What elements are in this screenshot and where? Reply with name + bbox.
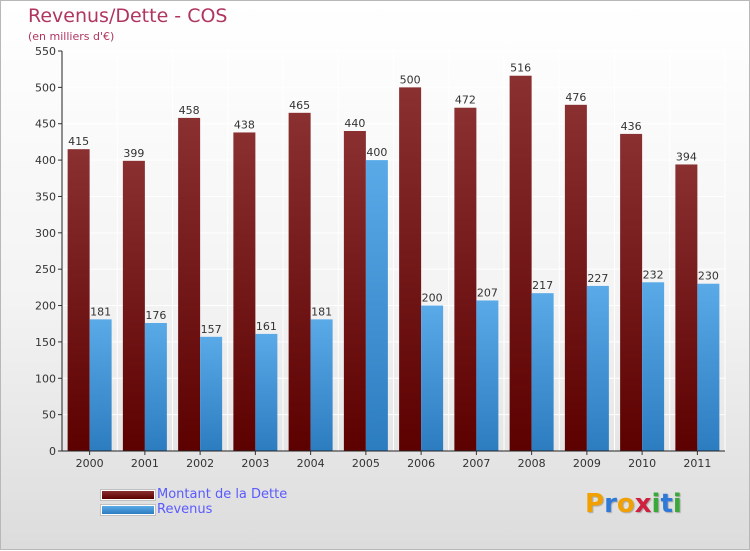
data-label-revenue-2008: 217 <box>532 279 553 292</box>
bar-debt-2009 <box>564 104 587 452</box>
chart-subtitle: (en milliers d'€) <box>28 30 115 43</box>
bar-debt-2008 <box>509 75 532 452</box>
data-label-debt-2009: 476 <box>565 91 586 104</box>
data-label-debt-2011: 394 <box>676 150 697 163</box>
y-tick-label: 0 <box>49 445 56 458</box>
data-label-revenue-2001: 176 <box>145 309 166 322</box>
bar-debt-2011 <box>675 164 698 452</box>
data-label-revenue-2004: 181 <box>311 305 332 318</box>
x-tick-label-2001: 2001 <box>131 457 159 470</box>
legend-swatch-debt <box>101 490 155 500</box>
bar-debt-2005 <box>343 131 366 451</box>
data-label-debt-2010: 436 <box>621 120 642 133</box>
y-tick-label: 150 <box>35 336 56 349</box>
y-tick-label: 450 <box>35 118 56 131</box>
axes <box>58 50 725 455</box>
bar-revenue-2011 <box>697 283 720 451</box>
y-tick-label: 100 <box>35 372 56 385</box>
x-tick-label-2004: 2004 <box>297 457 325 470</box>
x-tick-label-2003: 2003 <box>241 457 269 470</box>
bar-revenue-2009 <box>586 285 609 451</box>
bar-revenue-2005 <box>365 160 388 451</box>
y-tick-label: 250 <box>35 263 56 276</box>
data-label-debt-2002: 458 <box>179 104 200 117</box>
y-tick-label: 300 <box>35 227 56 240</box>
data-label-debt-2004: 465 <box>289 99 310 112</box>
bar-debt-2000 <box>67 149 90 451</box>
data-label-revenue-2007: 207 <box>477 286 498 299</box>
bar-debt-2001 <box>122 160 145 451</box>
legend-label-debt: Montant de la Dette <box>157 487 288 502</box>
x-tick-label-2009: 2009 <box>573 457 601 470</box>
bar-revenue-2002 <box>200 336 223 451</box>
data-label-revenue-2000: 181 <box>90 305 111 318</box>
data-label-revenue-2002: 157 <box>201 323 222 336</box>
data-label-revenue-2011: 230 <box>698 270 719 283</box>
bar-revenue-2006 <box>421 305 444 451</box>
data-label-revenue-2010: 232 <box>643 268 664 281</box>
data-label-debt-2000: 415 <box>68 135 89 148</box>
data-label-debt-2008: 516 <box>510 62 531 75</box>
bar-revenue-2008 <box>531 293 554 451</box>
y-tick-label: 350 <box>35 190 56 203</box>
y-tick-label: 500 <box>35 81 56 94</box>
proxiti-logo: Proxiti <box>585 489 682 519</box>
legend-swatch-revenue <box>101 505 155 515</box>
x-tick-label-2000: 2000 <box>76 457 104 470</box>
logo-letter: i <box>651 489 661 519</box>
bar-revenue-2004 <box>310 319 333 451</box>
logo-letter: x <box>634 489 652 519</box>
data-label-debt-2003: 438 <box>234 118 255 131</box>
x-tick-label-2008: 2008 <box>518 457 546 470</box>
chart-title: Revenus/Dette - COS <box>28 5 228 27</box>
logo-letter: i <box>672 489 682 519</box>
x-tick-label-2005: 2005 <box>352 457 380 470</box>
bars <box>67 75 720 452</box>
labels: 0 50 100 150 200 250 300 350 400 450 500 550 415 181 2… <box>35 45 719 470</box>
bar-revenue-2000 <box>89 319 112 451</box>
y-tick-label: 50 <box>42 409 56 422</box>
data-label-debt-2005: 440 <box>344 117 365 130</box>
data-label-debt-2006: 500 <box>400 73 421 86</box>
bar-debt-2003 <box>233 132 256 452</box>
logo-letter: P <box>585 489 605 519</box>
bar-debt-2010 <box>620 133 643 451</box>
bar-revenue-2010 <box>642 282 665 451</box>
bar-revenue-2001 <box>144 323 167 451</box>
logo-letter: o <box>616 489 635 519</box>
y-tick-label: 200 <box>35 300 56 313</box>
data-label-revenue-2009: 227 <box>587 272 608 285</box>
bar-debt-2004 <box>288 112 311 452</box>
data-label-debt-2007: 472 <box>455 94 476 107</box>
data-label-revenue-2006: 200 <box>422 292 443 305</box>
x-tick-label-2006: 2006 <box>407 457 435 470</box>
y-tick-label: 550 <box>35 45 56 58</box>
x-tick-label-2011: 2011 <box>683 457 711 470</box>
legend-label-revenue: Revenus <box>157 502 213 517</box>
data-label-debt-2001: 399 <box>123 147 144 160</box>
bar-revenue-2003 <box>255 333 278 451</box>
bar-debt-2002 <box>178 117 201 451</box>
x-tick-label-2010: 2010 <box>628 457 656 470</box>
data-label-revenue-2003: 161 <box>256 320 277 333</box>
logo-letter: t <box>660 489 673 519</box>
logo-letter: r <box>604 489 617 519</box>
bar-debt-2006 <box>399 87 422 451</box>
y-tick-label: 400 <box>35 154 56 167</box>
bar-debt-2007 <box>454 107 477 452</box>
x-tick-label-2002: 2002 <box>186 457 214 470</box>
data-label-revenue-2005: 400 <box>366 146 387 159</box>
x-tick-label-2007: 2007 <box>462 457 490 470</box>
bar-revenue-2007 <box>476 300 499 451</box>
